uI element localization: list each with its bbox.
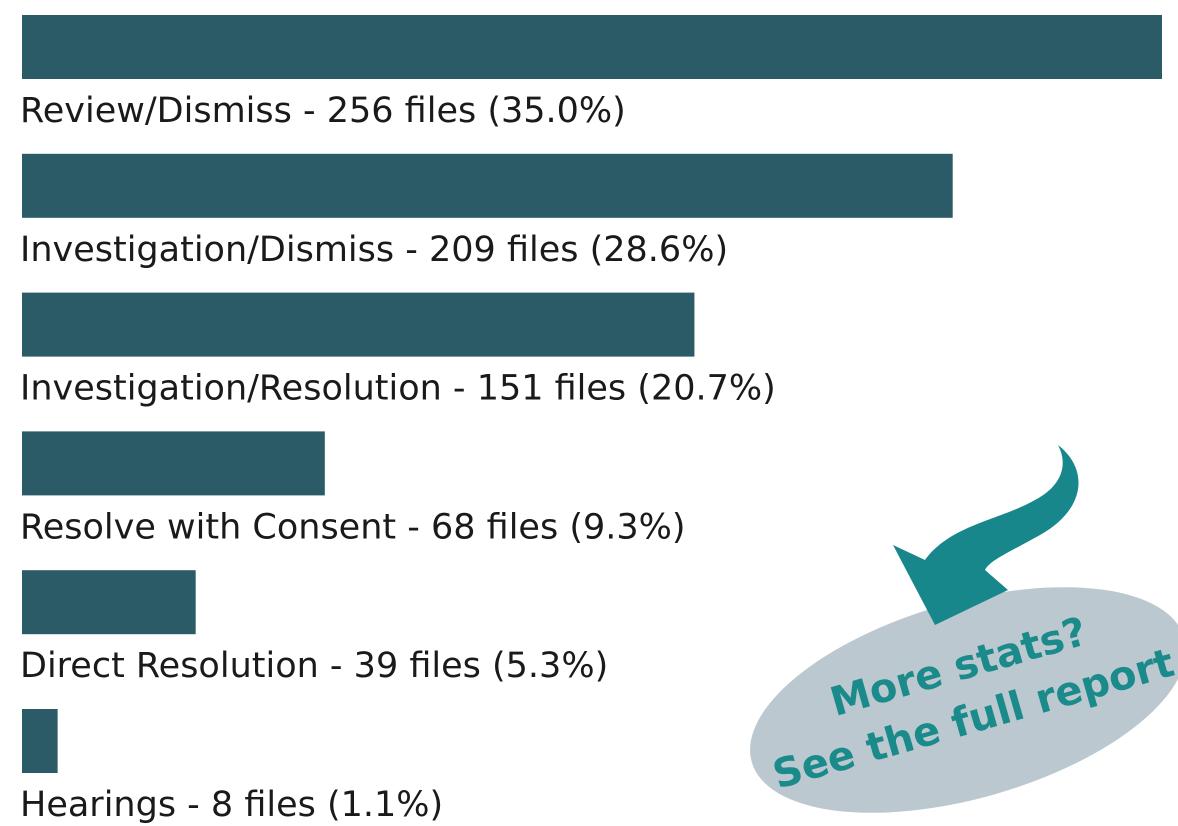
bar-label: Review/Dismiss - 256 files (35.0%)	[20, 91, 626, 131]
bar	[22, 15, 1162, 79]
bar-label: Resolve with Consent - 68 files (9.3%)	[20, 507, 686, 547]
bar	[22, 431, 325, 495]
bar-label: Investigation/Dismiss - 209 files (28.6%…	[20, 230, 728, 270]
bar	[22, 709, 58, 773]
bar	[22, 570, 196, 634]
bar	[22, 293, 694, 357]
bar-label: Direct Resolution - 39 files (5.3%)	[20, 646, 608, 686]
bar-label: Investigation/Resolution - 151 files (20…	[20, 369, 776, 409]
bar	[22, 154, 953, 218]
bar-label: Hearings - 8 files (1.1%)	[20, 785, 443, 825]
chart: Review/Dismiss - 256 files (35.0%) Invest…	[0, 0, 1178, 826]
